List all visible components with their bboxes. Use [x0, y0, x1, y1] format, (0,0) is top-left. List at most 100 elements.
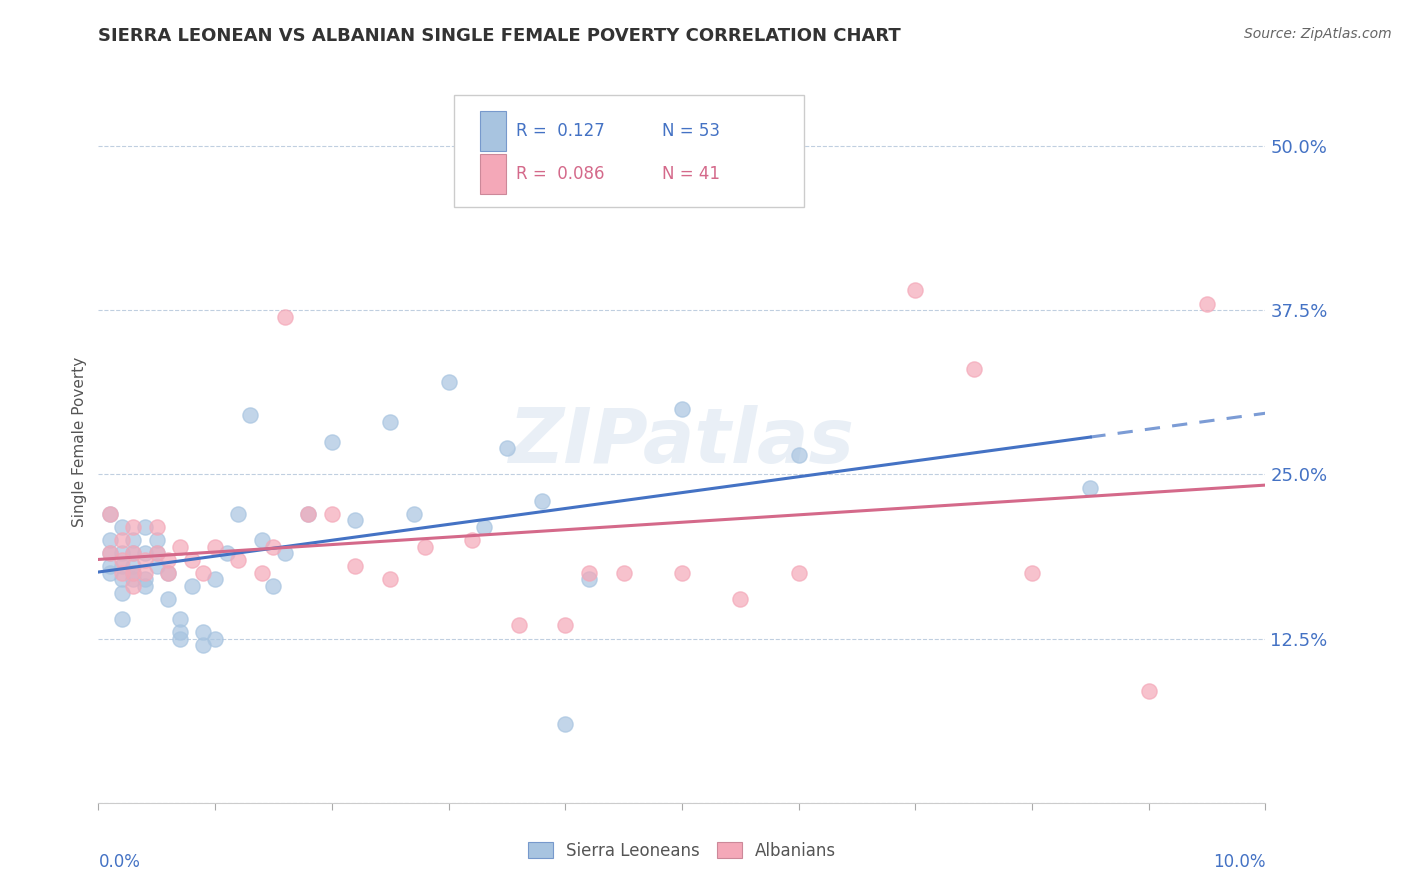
Point — [180, 553, 202, 567]
Legend: Sierra Leoneans, Albanians: Sierra Leoneans, Albanians — [522, 836, 842, 867]
Point — [204, 540, 226, 554]
Point — [380, 573, 402, 587]
Point — [134, 553, 156, 567]
Point — [297, 507, 319, 521]
Point — [250, 566, 273, 580]
Point — [111, 546, 134, 560]
Point — [111, 612, 134, 626]
Point — [134, 566, 156, 580]
FancyBboxPatch shape — [479, 111, 506, 151]
Text: R =  0.127: R = 0.127 — [516, 122, 605, 140]
Point — [98, 507, 121, 521]
Point — [612, 566, 634, 580]
Point — [413, 540, 436, 554]
Point — [134, 573, 156, 587]
Point — [157, 553, 180, 567]
Point — [344, 513, 367, 527]
Point — [111, 573, 134, 587]
Point — [437, 376, 460, 390]
Point — [157, 566, 180, 580]
Point — [904, 284, 927, 298]
Point — [122, 559, 145, 574]
Point — [98, 546, 121, 560]
Point — [228, 553, 250, 567]
Point — [169, 540, 191, 554]
FancyBboxPatch shape — [479, 154, 506, 194]
Point — [169, 625, 191, 640]
Point — [134, 579, 156, 593]
Point — [111, 533, 134, 547]
Point — [1195, 296, 1218, 310]
Point — [1137, 684, 1160, 698]
Point — [111, 559, 134, 574]
Point — [787, 566, 810, 580]
Text: 10.0%: 10.0% — [1213, 854, 1265, 871]
Point — [98, 566, 121, 580]
Point — [169, 632, 191, 646]
Point — [98, 546, 121, 560]
Point — [122, 573, 145, 587]
Point — [1080, 481, 1102, 495]
Point — [262, 540, 284, 554]
Point — [193, 566, 215, 580]
Point — [380, 415, 402, 429]
Point — [262, 579, 284, 593]
Point — [215, 546, 238, 560]
Text: R =  0.086: R = 0.086 — [516, 165, 605, 183]
Text: ZIPatlas: ZIPatlas — [509, 405, 855, 478]
Point — [146, 533, 169, 547]
Point — [274, 546, 297, 560]
Point — [122, 533, 145, 547]
Text: N = 41: N = 41 — [662, 165, 720, 183]
Point — [496, 441, 519, 455]
Point — [508, 618, 530, 632]
Point — [239, 409, 262, 423]
Point — [250, 533, 273, 547]
Point — [146, 559, 169, 574]
Point — [134, 546, 156, 560]
Point — [146, 546, 169, 560]
Point — [321, 507, 343, 521]
Point — [122, 520, 145, 534]
Point — [122, 579, 145, 593]
Point — [297, 507, 319, 521]
Point — [146, 546, 169, 560]
Point — [193, 625, 215, 640]
Point — [193, 638, 215, 652]
Text: 0.0%: 0.0% — [98, 854, 141, 871]
Point — [787, 448, 810, 462]
FancyBboxPatch shape — [454, 95, 804, 207]
Y-axis label: Single Female Poverty: Single Female Poverty — [72, 357, 87, 526]
Point — [402, 507, 425, 521]
Point — [111, 585, 134, 599]
Point — [146, 520, 169, 534]
Point — [98, 533, 121, 547]
Point — [134, 520, 156, 534]
Point — [111, 566, 134, 580]
Point — [204, 632, 226, 646]
Point — [530, 493, 553, 508]
Point — [321, 434, 343, 449]
Point — [111, 553, 134, 567]
Point — [111, 520, 134, 534]
Point — [554, 717, 576, 731]
Point — [169, 612, 191, 626]
Point — [98, 559, 121, 574]
Point — [122, 546, 145, 560]
Point — [578, 566, 600, 580]
Point — [1021, 566, 1043, 580]
Point — [122, 566, 145, 580]
Point — [157, 592, 180, 607]
Point — [671, 566, 693, 580]
Point — [578, 573, 600, 587]
Point — [274, 310, 297, 324]
Point — [122, 566, 145, 580]
Text: Source: ZipAtlas.com: Source: ZipAtlas.com — [1244, 27, 1392, 41]
Point — [461, 533, 484, 547]
Point — [180, 579, 202, 593]
Point — [98, 507, 121, 521]
Point — [204, 573, 226, 587]
Point — [554, 618, 576, 632]
Point — [228, 507, 250, 521]
Point — [472, 520, 495, 534]
